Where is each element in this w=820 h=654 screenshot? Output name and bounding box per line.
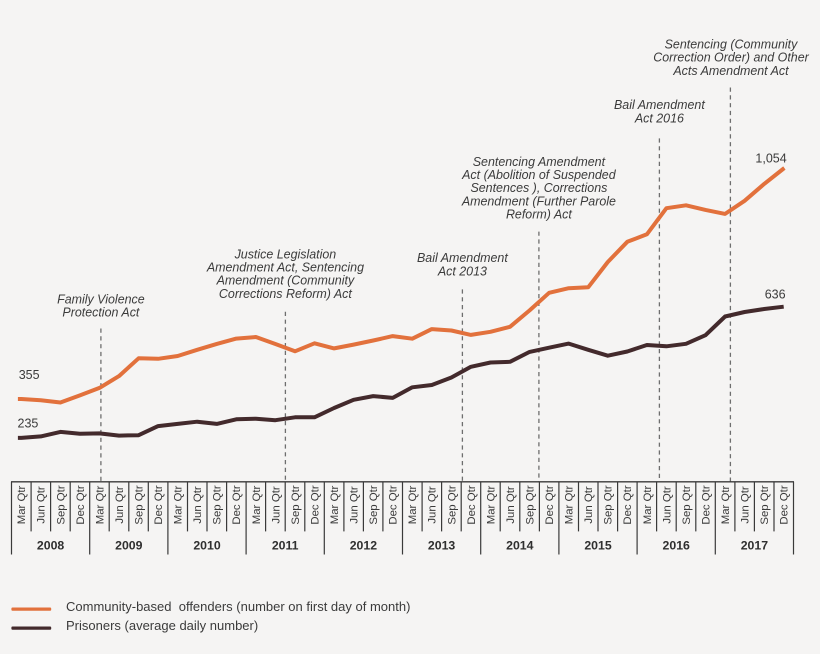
svg-text:Sep Qtr: Sep Qtr (525, 485, 537, 524)
svg-text:Sep Qtr: Sep Qtr (681, 485, 693, 524)
svg-text:Dec Qtr: Dec Qtr (466, 485, 478, 524)
svg-text:Prisoners (average daily numbe: Prisoners (average daily number) (66, 618, 258, 633)
svg-text:Mar Qtr: Mar Qtr (251, 485, 263, 524)
svg-text:Community-based offenders (nu: Community-based offenders (number on fir… (66, 599, 410, 614)
svg-text:Mar Qtr: Mar Qtr (407, 485, 419, 524)
svg-text:2013: 2013 (428, 539, 456, 553)
svg-text:Mar Qtr: Mar Qtr (16, 485, 28, 524)
svg-text:2012: 2012 (350, 539, 378, 553)
svg-text:Mar Qtr: Mar Qtr (94, 485, 106, 524)
svg-text:355: 355 (19, 368, 40, 382)
svg-text:Jun Qtr: Jun Qtr (583, 486, 595, 524)
svg-text:Jun Qtr: Jun Qtr (427, 486, 439, 524)
svg-text:Dec Qtr: Dec Qtr (544, 485, 556, 524)
svg-text:Sep Qtr: Sep Qtr (290, 485, 302, 524)
svg-text:2015: 2015 (584, 539, 612, 553)
svg-text:Dec Qtr: Dec Qtr (388, 485, 400, 524)
svg-text:Sep Qtr: Sep Qtr (759, 485, 771, 524)
svg-text:Jun Qtr: Jun Qtr (740, 486, 752, 524)
svg-text:2017: 2017 (741, 539, 769, 553)
svg-text:Mar Qtr: Mar Qtr (642, 485, 654, 524)
svg-text:Sep Qtr: Sep Qtr (134, 485, 146, 524)
svg-text:Dec Qtr: Dec Qtr (153, 485, 165, 524)
svg-text:Dec Qtr: Dec Qtr (75, 485, 87, 524)
svg-text:Sep Qtr: Sep Qtr (446, 485, 458, 524)
svg-text:Sep Qtr: Sep Qtr (368, 485, 380, 524)
svg-text:636: 636 (765, 288, 786, 302)
svg-text:Mar Qtr: Mar Qtr (720, 485, 732, 524)
svg-text:Jun Qtr: Jun Qtr (270, 486, 282, 524)
svg-text:2011: 2011 (272, 539, 299, 553)
svg-text:2009: 2009 (115, 539, 143, 553)
svg-text:Mar Qtr: Mar Qtr (173, 485, 185, 524)
svg-text:2008: 2008 (37, 539, 65, 553)
svg-text:Dec Qtr: Dec Qtr (779, 485, 791, 524)
svg-text:Dec Qtr: Dec Qtr (231, 485, 243, 524)
svg-text:Dec Qtr: Dec Qtr (700, 485, 712, 524)
svg-text:Dec Qtr: Dec Qtr (309, 485, 321, 524)
svg-text:235: 235 (18, 416, 39, 430)
svg-text:Jun Qtr: Jun Qtr (36, 486, 48, 524)
svg-text:Jun Qtr: Jun Qtr (661, 486, 673, 524)
svg-text:Sep Qtr: Sep Qtr (603, 485, 615, 524)
svg-text:Mar Qtr: Mar Qtr (564, 485, 576, 524)
svg-text:1,054: 1,054 (755, 152, 786, 166)
svg-text:Dec Qtr: Dec Qtr (622, 485, 634, 524)
svg-text:Jun Qtr: Jun Qtr (114, 486, 126, 524)
svg-text:2010: 2010 (193, 539, 221, 553)
svg-text:Jun Qtr: Jun Qtr (192, 486, 204, 524)
svg-text:Mar Qtr: Mar Qtr (485, 485, 497, 524)
svg-text:2016: 2016 (663, 539, 691, 553)
svg-text:Sep Qtr: Sep Qtr (55, 485, 67, 524)
svg-text:2014: 2014 (506, 539, 534, 553)
svg-text:Jun Qtr: Jun Qtr (349, 486, 361, 524)
svg-text:Mar Qtr: Mar Qtr (329, 485, 341, 524)
svg-text:Jun Qtr: Jun Qtr (505, 486, 517, 524)
svg-text:Sep Qtr: Sep Qtr (212, 485, 224, 524)
